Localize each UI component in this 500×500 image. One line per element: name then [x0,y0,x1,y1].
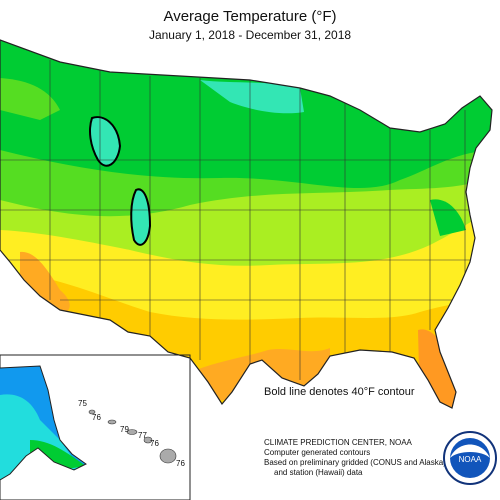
band-northwest-light-green [0,78,60,120]
credits-line-3: Based on preliminary gridded (CONUS and … [264,458,446,467]
noaa-logo-text: NOAA [459,455,482,464]
band-aqua-mountain [90,117,120,166]
map-subtitle: January 1, 2018 - December 31, 2018 [148,28,352,42]
contour-note: Bold line denotes 40°F contour [264,386,415,398]
bold-40f-contour [89,116,152,246]
hawaii-islands [88,409,177,464]
noaa-logo: NOAA [443,431,497,485]
hawaii-label: 76 [92,413,101,422]
credits-line-4: and station (Hawaii) data [274,468,363,477]
alaska-inset [0,354,191,500]
hawaii-island-big-island [159,448,177,464]
hawaii-label: 76 [150,439,159,448]
band-florida-orange [418,329,460,408]
hawaii-temperature-labels: 75 76 79 77 76 76 [78,399,185,468]
band-appalachian-green [430,199,466,236]
band-aqua-north [200,80,304,114]
hawaii-label: 77 [138,431,147,440]
alaska-temperature-field [0,366,86,480]
hawaii-island-kauai [88,409,96,415]
credits-line-2: Computer generated contours [264,448,370,457]
state-boundaries [0,60,492,380]
hawaii-label: 79 [120,425,129,434]
alaska-outline [0,365,87,481]
credits-line-1: CLIMATE PREDICTION CENTER, NOAA [264,438,413,447]
hawaii-island-maui [143,436,153,444]
hawaii-label: 76 [176,459,185,468]
hawaii-island-molokai [126,429,138,435]
hawaii-label: 75 [78,399,87,408]
credits-block: CLIMATE PREDICTION CENTER, NOAA Computer… [264,438,446,477]
inset-frame [0,354,191,500]
alaska-band-green [30,440,86,470]
noaa-seagull-icon [450,444,490,458]
band-aqua-rockies [131,189,150,245]
map-title: Average Temperature (°F) [163,8,337,25]
hawaii-island-oahu [107,419,117,425]
